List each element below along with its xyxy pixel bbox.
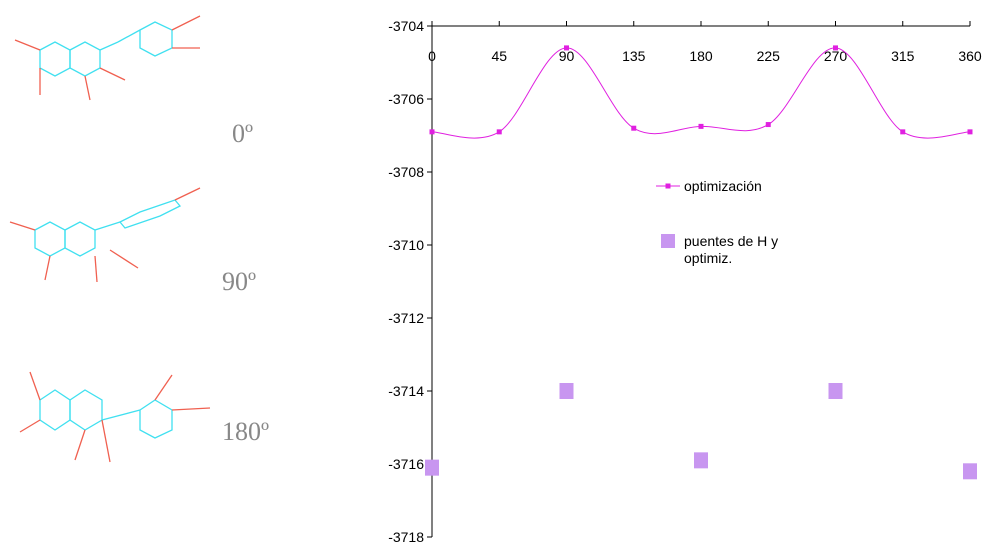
- y-tick-label: -3714: [388, 383, 424, 399]
- angle-label: 180º: [222, 417, 269, 446]
- legend-marker: [661, 234, 675, 248]
- x-tick-label: 225: [757, 48, 781, 64]
- point: [829, 383, 843, 399]
- point: [694, 452, 708, 468]
- x-tick-label: 180: [689, 48, 713, 64]
- y-tick-label: -3704: [388, 18, 424, 34]
- angle-label: 0º: [232, 119, 253, 148]
- molecule-180: [20, 372, 210, 462]
- y-tick-label: -3706: [388, 91, 424, 107]
- y-tick-label: -3712: [388, 310, 424, 326]
- y-tick-label: -3718: [388, 529, 424, 542]
- legend-marker: [666, 184, 671, 189]
- point: [564, 45, 569, 50]
- x-tick-label: 315: [891, 48, 915, 64]
- point: [900, 129, 905, 134]
- x-tick-label: 45: [491, 48, 507, 64]
- y-tick-label: -3716: [388, 456, 424, 472]
- point: [699, 124, 704, 129]
- point: [497, 129, 502, 134]
- page: 0º 90º 180º -3718 -3716 -3714 -3712 -3710 -37…: [0, 0, 989, 547]
- figure: 0º 90º 180º -3718 -3716 -3714 -3712 -3710 -37…: [0, 0, 989, 542]
- y-tick-label: -3710: [388, 237, 424, 253]
- molecule-0: [15, 16, 200, 100]
- point: [963, 463, 977, 479]
- x-tick-label: 360: [958, 48, 982, 64]
- angle-label: 90º: [222, 267, 256, 296]
- point: [833, 45, 838, 50]
- y-tick-label: -3708: [388, 164, 424, 180]
- legend-label: optimización: [684, 178, 762, 194]
- x-tick-label: 135: [622, 48, 646, 64]
- point: [560, 383, 574, 399]
- point: [430, 129, 435, 134]
- point: [425, 460, 439, 476]
- point: [631, 126, 636, 131]
- point: [766, 122, 771, 127]
- point: [968, 129, 973, 134]
- molecule-90: [10, 188, 200, 282]
- x-tick-label: 0: [428, 48, 436, 64]
